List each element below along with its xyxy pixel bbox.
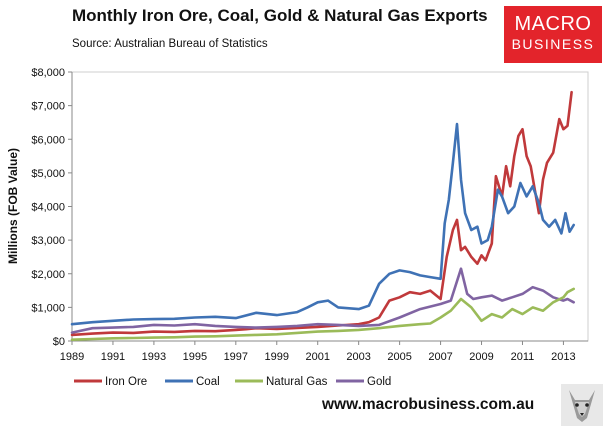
website-link[interactable]: www.macrobusiness.com.au [322,396,535,413]
y-tick-label: $6,000 [31,134,65,146]
x-tick-label: 1989 [60,351,84,363]
series-line-coal [70,122,576,326]
x-tick-label: 1991 [101,351,125,363]
series-line-natural-gas [70,287,576,342]
legend-label-coal: Coal [196,376,220,388]
chart-subtitle: Source: Australian Bureau of Statistics [72,38,268,50]
logo-line-1: MACRO [514,13,592,35]
y-tick-label: $1,000 [31,302,65,314]
legend-label-gold: Gold [367,376,391,388]
series-line-gold [70,267,576,334]
x-tick-label: 2003 [346,351,370,363]
x-tick-label: 2013 [551,351,575,363]
logo-line-2: BUSINESS [511,36,595,52]
x-tick-label: 1995 [183,351,207,363]
y-tick-label: $4,000 [31,202,65,214]
y-axis-label: Millions (FOB Value) [6,148,20,264]
x-tick-label: 1993 [142,351,166,363]
wolf-icon [561,384,603,426]
x-tick-label: 1997 [224,351,248,363]
x-tick-label: 2011 [511,351,535,363]
x-tick-label: 2001 [305,351,329,363]
series-line-iron-ore [70,90,573,337]
legend-label-natural-gas: Natural Gas [266,376,328,388]
y-tick-label: $2,000 [31,269,65,281]
y-tick-label: $7,000 [31,101,65,113]
chart-title: Monthly Iron Ore, Coal, Gold & Natural G… [72,6,488,25]
x-tick-label: 2007 [428,351,452,363]
x-tick-label: 1999 [265,351,289,363]
y-tick-label: $3,000 [31,235,65,247]
macrobusiness-logo[interactable]: MACRO BUSINESS [504,6,602,63]
y-tick-label: $0 [53,336,65,348]
y-tick-label: $8,000 [31,67,65,79]
x-tick-label: 2009 [469,351,493,363]
x-tick-label: 2005 [387,351,411,363]
y-tick-label: $5,000 [31,168,65,180]
legend-label-iron-ore: Iron Ore [105,376,147,388]
